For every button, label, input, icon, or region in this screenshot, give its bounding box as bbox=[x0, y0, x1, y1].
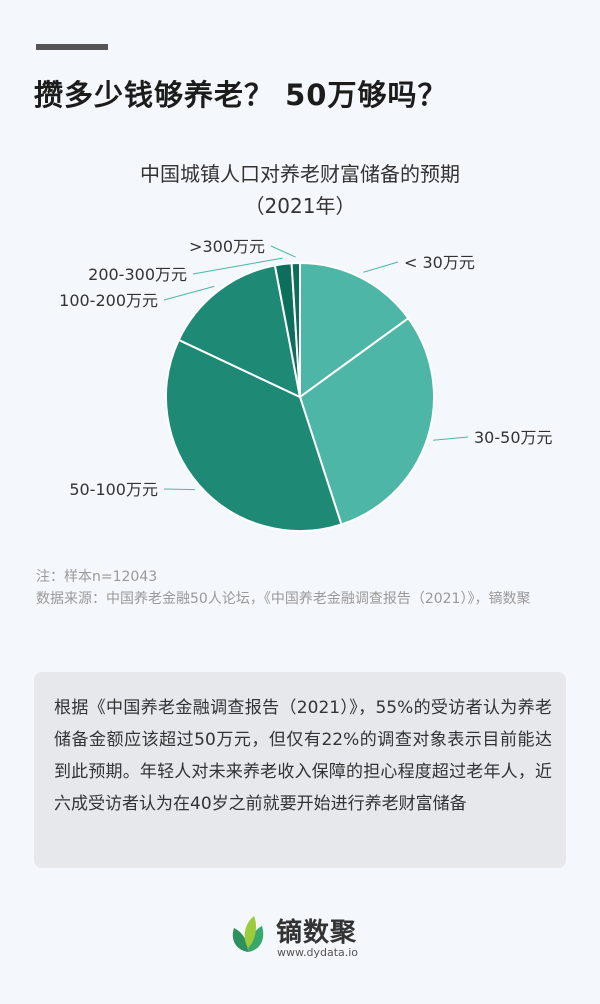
pie-slice bbox=[177, 264, 302, 399]
pie-slice-label: < 30万元 bbox=[404, 253, 475, 272]
chart-subtitle: （2021年） bbox=[244, 194, 356, 218]
pie-slice-label: >300万元 bbox=[189, 237, 265, 256]
pie-slice-label: 50-100万元 bbox=[69, 480, 158, 499]
brand-name: 镝数聚 bbox=[276, 918, 358, 948]
top-accent-bar bbox=[36, 44, 108, 50]
pie-leader-line bbox=[192, 257, 283, 275]
pie-slice-label: 100-200万元 bbox=[59, 291, 158, 310]
pie-leader-line bbox=[270, 245, 296, 258]
chart-title: 中国城镇人口对养老财富储备的预期 bbox=[140, 162, 460, 186]
pie-slice bbox=[298, 316, 435, 526]
pie-leader-line bbox=[433, 436, 469, 441]
summary-box: 根据《中国养老金融调查报告（2021）》，55%的受访者认为养老储备金额应该超过… bbox=[34, 672, 566, 868]
pie-leader-line bbox=[363, 261, 399, 273]
pie-slice bbox=[290, 261, 301, 398]
pie-leader-line bbox=[163, 285, 215, 301]
sample-note: 注：样本n=12043 bbox=[36, 569, 158, 585]
summary-text: 根据《中国养老金融调查报告（2021）》，55%的受访者认为养老储备金额应该超过… bbox=[54, 698, 552, 814]
source-note: 数据来源：中国养老金融50人论坛，《中国养老金融调查报告（2021）》，镝数聚 bbox=[36, 591, 531, 607]
pie-slice-label: 30-50万元 bbox=[474, 428, 553, 447]
pie-chart: < 30万元 30-50万元 50-100万元 100-200万元 200-300万元>… bbox=[59, 237, 553, 532]
pie-leader-line bbox=[163, 488, 195, 491]
pie-slice bbox=[165, 338, 343, 532]
brand-leaf-icon bbox=[232, 916, 264, 952]
page-headline: 攒多少钱够养老？ 50万够吗？ bbox=[34, 78, 448, 112]
brand-url: www.dydata.io bbox=[277, 946, 359, 959]
pie-slice bbox=[299, 261, 410, 399]
pie-slice-label: 200-300万元 bbox=[88, 265, 187, 284]
